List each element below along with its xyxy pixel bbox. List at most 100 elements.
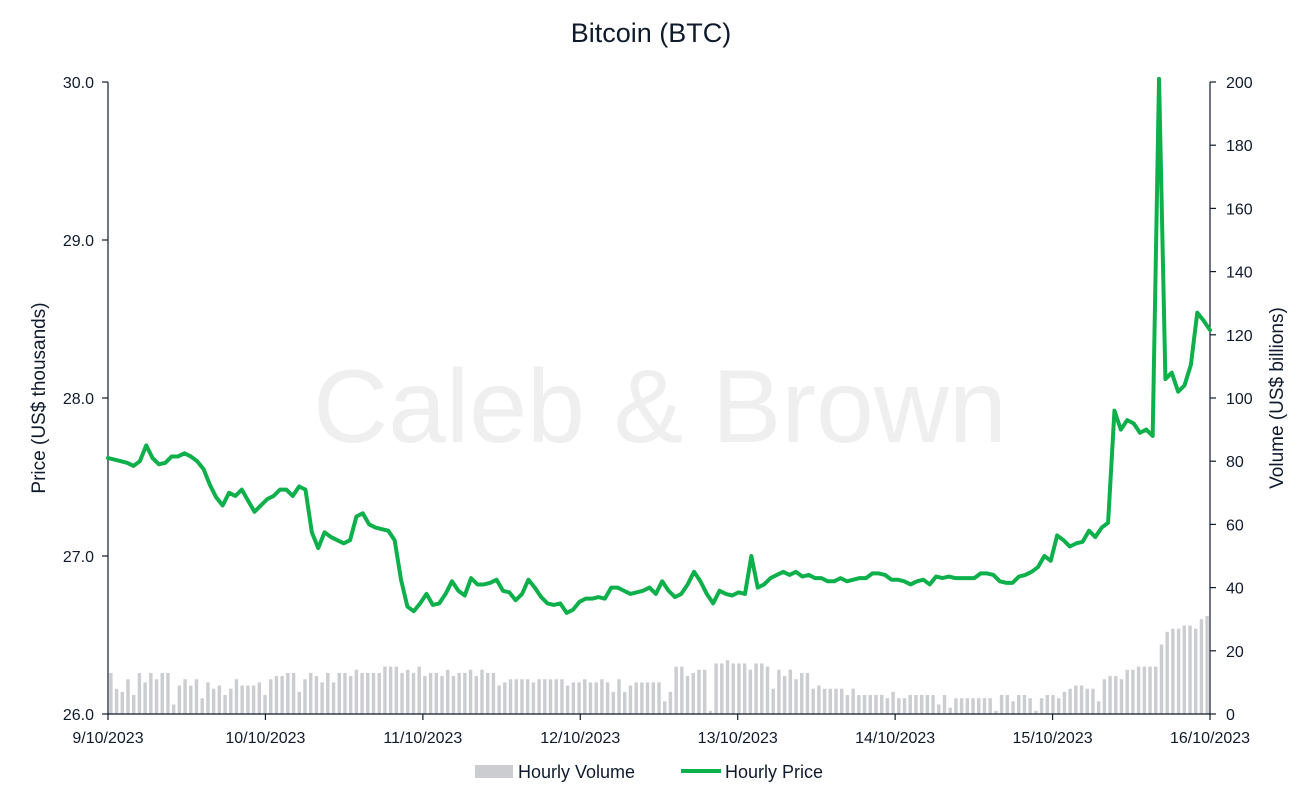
volume-bar — [794, 679, 798, 714]
volume-bar — [817, 685, 821, 714]
y-right-tick-label: 0 — [1226, 707, 1235, 724]
volume-bar — [674, 666, 678, 714]
volume-bar — [120, 691, 124, 714]
volume-bar — [617, 679, 621, 714]
volume-bar — [366, 672, 370, 714]
volume-bar — [720, 663, 724, 714]
volume-bar — [1028, 698, 1032, 714]
volume-bar — [383, 666, 387, 714]
x-tick-label: 12/10/2023 — [540, 730, 620, 747]
volume-bar — [428, 672, 433, 714]
volume-bar — [634, 682, 638, 714]
volume-bar — [931, 695, 935, 714]
volume-bar — [440, 676, 444, 714]
volume-bar — [434, 672, 439, 714]
x-tick-label: 11/10/2023 — [383, 730, 462, 747]
volume-bar — [451, 676, 456, 714]
y-right-tick-label: 120 — [1226, 328, 1253, 345]
axes: 26.0 27.0 28.0 29.0 30.0 0 20 40 60 80 100 120 140 16… — [63, 75, 1253, 747]
volume-bar — [548, 679, 553, 714]
volume-bar — [959, 698, 964, 714]
volume-bar — [782, 676, 787, 714]
volume-bar — [446, 669, 450, 714]
volume-bar — [183, 679, 187, 714]
legend: Hourly Volume Hourly Price — [475, 762, 823, 782]
volume-bar — [337, 672, 341, 714]
volume-bar — [126, 679, 130, 714]
volume-bar — [834, 688, 838, 714]
volume-bar — [965, 698, 970, 714]
volume-bar — [845, 695, 850, 714]
volume-bar — [822, 688, 827, 714]
volume-bar — [491, 672, 496, 714]
volume-bar — [857, 695, 861, 714]
volume-bar — [463, 672, 467, 714]
volume-bar — [919, 695, 924, 714]
volume-bar — [891, 691, 895, 714]
price-line-layer — [106, 76, 1212, 615]
y-right-tick-label: 140 — [1226, 265, 1253, 282]
x-tick-label: 14/10/2023 — [855, 730, 935, 747]
volume-bar — [508, 679, 513, 714]
volume-bar — [520, 679, 524, 714]
x-tick-label: 9/10/2023 — [72, 730, 143, 747]
volume-bars — [109, 616, 1209, 714]
volume-bar — [640, 682, 644, 714]
volume-bar — [257, 682, 262, 714]
volume-bar — [388, 666, 393, 714]
legend-volume-label: Hourly Volume — [518, 762, 635, 782]
volume-bar — [668, 691, 673, 714]
volume-bar — [1045, 695, 1049, 714]
volume-bar — [291, 672, 296, 714]
volume-bar — [697, 669, 701, 714]
price-line — [106, 76, 1212, 615]
volume-bar — [280, 676, 284, 714]
volume-bar — [114, 688, 119, 714]
volume-bar — [680, 666, 684, 714]
y-right-tick-label: 40 — [1226, 581, 1244, 598]
volume-bar — [560, 679, 564, 714]
volume-bar — [897, 698, 901, 714]
volume-bar — [1131, 669, 1135, 714]
volume-bar — [742, 663, 747, 714]
volume-bar — [1039, 698, 1044, 714]
y-right-tick-label: 80 — [1226, 454, 1244, 471]
volume-bar — [308, 672, 313, 714]
volume-bar — [109, 672, 113, 714]
volume-bar — [948, 707, 952, 714]
volume-bar — [1034, 710, 1038, 714]
volume-bar — [971, 698, 975, 714]
volume-bar — [588, 682, 593, 714]
volume-bar — [160, 672, 164, 714]
volume-bar — [1056, 698, 1061, 714]
volume-bar — [131, 695, 136, 714]
volume-bar — [1062, 691, 1067, 714]
volume-bar — [297, 691, 301, 714]
volume-bar — [200, 698, 204, 714]
volume-bar — [571, 682, 576, 714]
volume-bar — [737, 663, 741, 714]
volume-bar — [423, 676, 427, 714]
volume-bar — [942, 695, 947, 714]
volume-bar — [314, 676, 319, 714]
volume-bar — [605, 682, 610, 714]
y-right-tick-label: 200 — [1226, 75, 1253, 92]
volume-bar — [1119, 679, 1124, 714]
volume-bar — [1142, 666, 1147, 714]
volume-bar — [623, 691, 627, 714]
volume-bar — [149, 672, 153, 714]
volume-bar — [1011, 701, 1015, 714]
volume-bar — [1074, 685, 1078, 714]
volume-bar — [234, 679, 239, 714]
volume-bar — [994, 710, 998, 714]
y-left-tick-label: 28.0 — [63, 391, 94, 408]
volume-bar — [1159, 644, 1164, 714]
volume-bar — [286, 672, 290, 714]
volume-bar — [611, 691, 616, 714]
y-left-tick-label: 29.0 — [63, 233, 94, 250]
y-axis-left-title: Price (US$ thousands) — [29, 302, 50, 493]
legend-volume-swatch — [475, 765, 513, 778]
volume-bar — [1171, 628, 1175, 714]
volume-bar — [331, 682, 336, 714]
